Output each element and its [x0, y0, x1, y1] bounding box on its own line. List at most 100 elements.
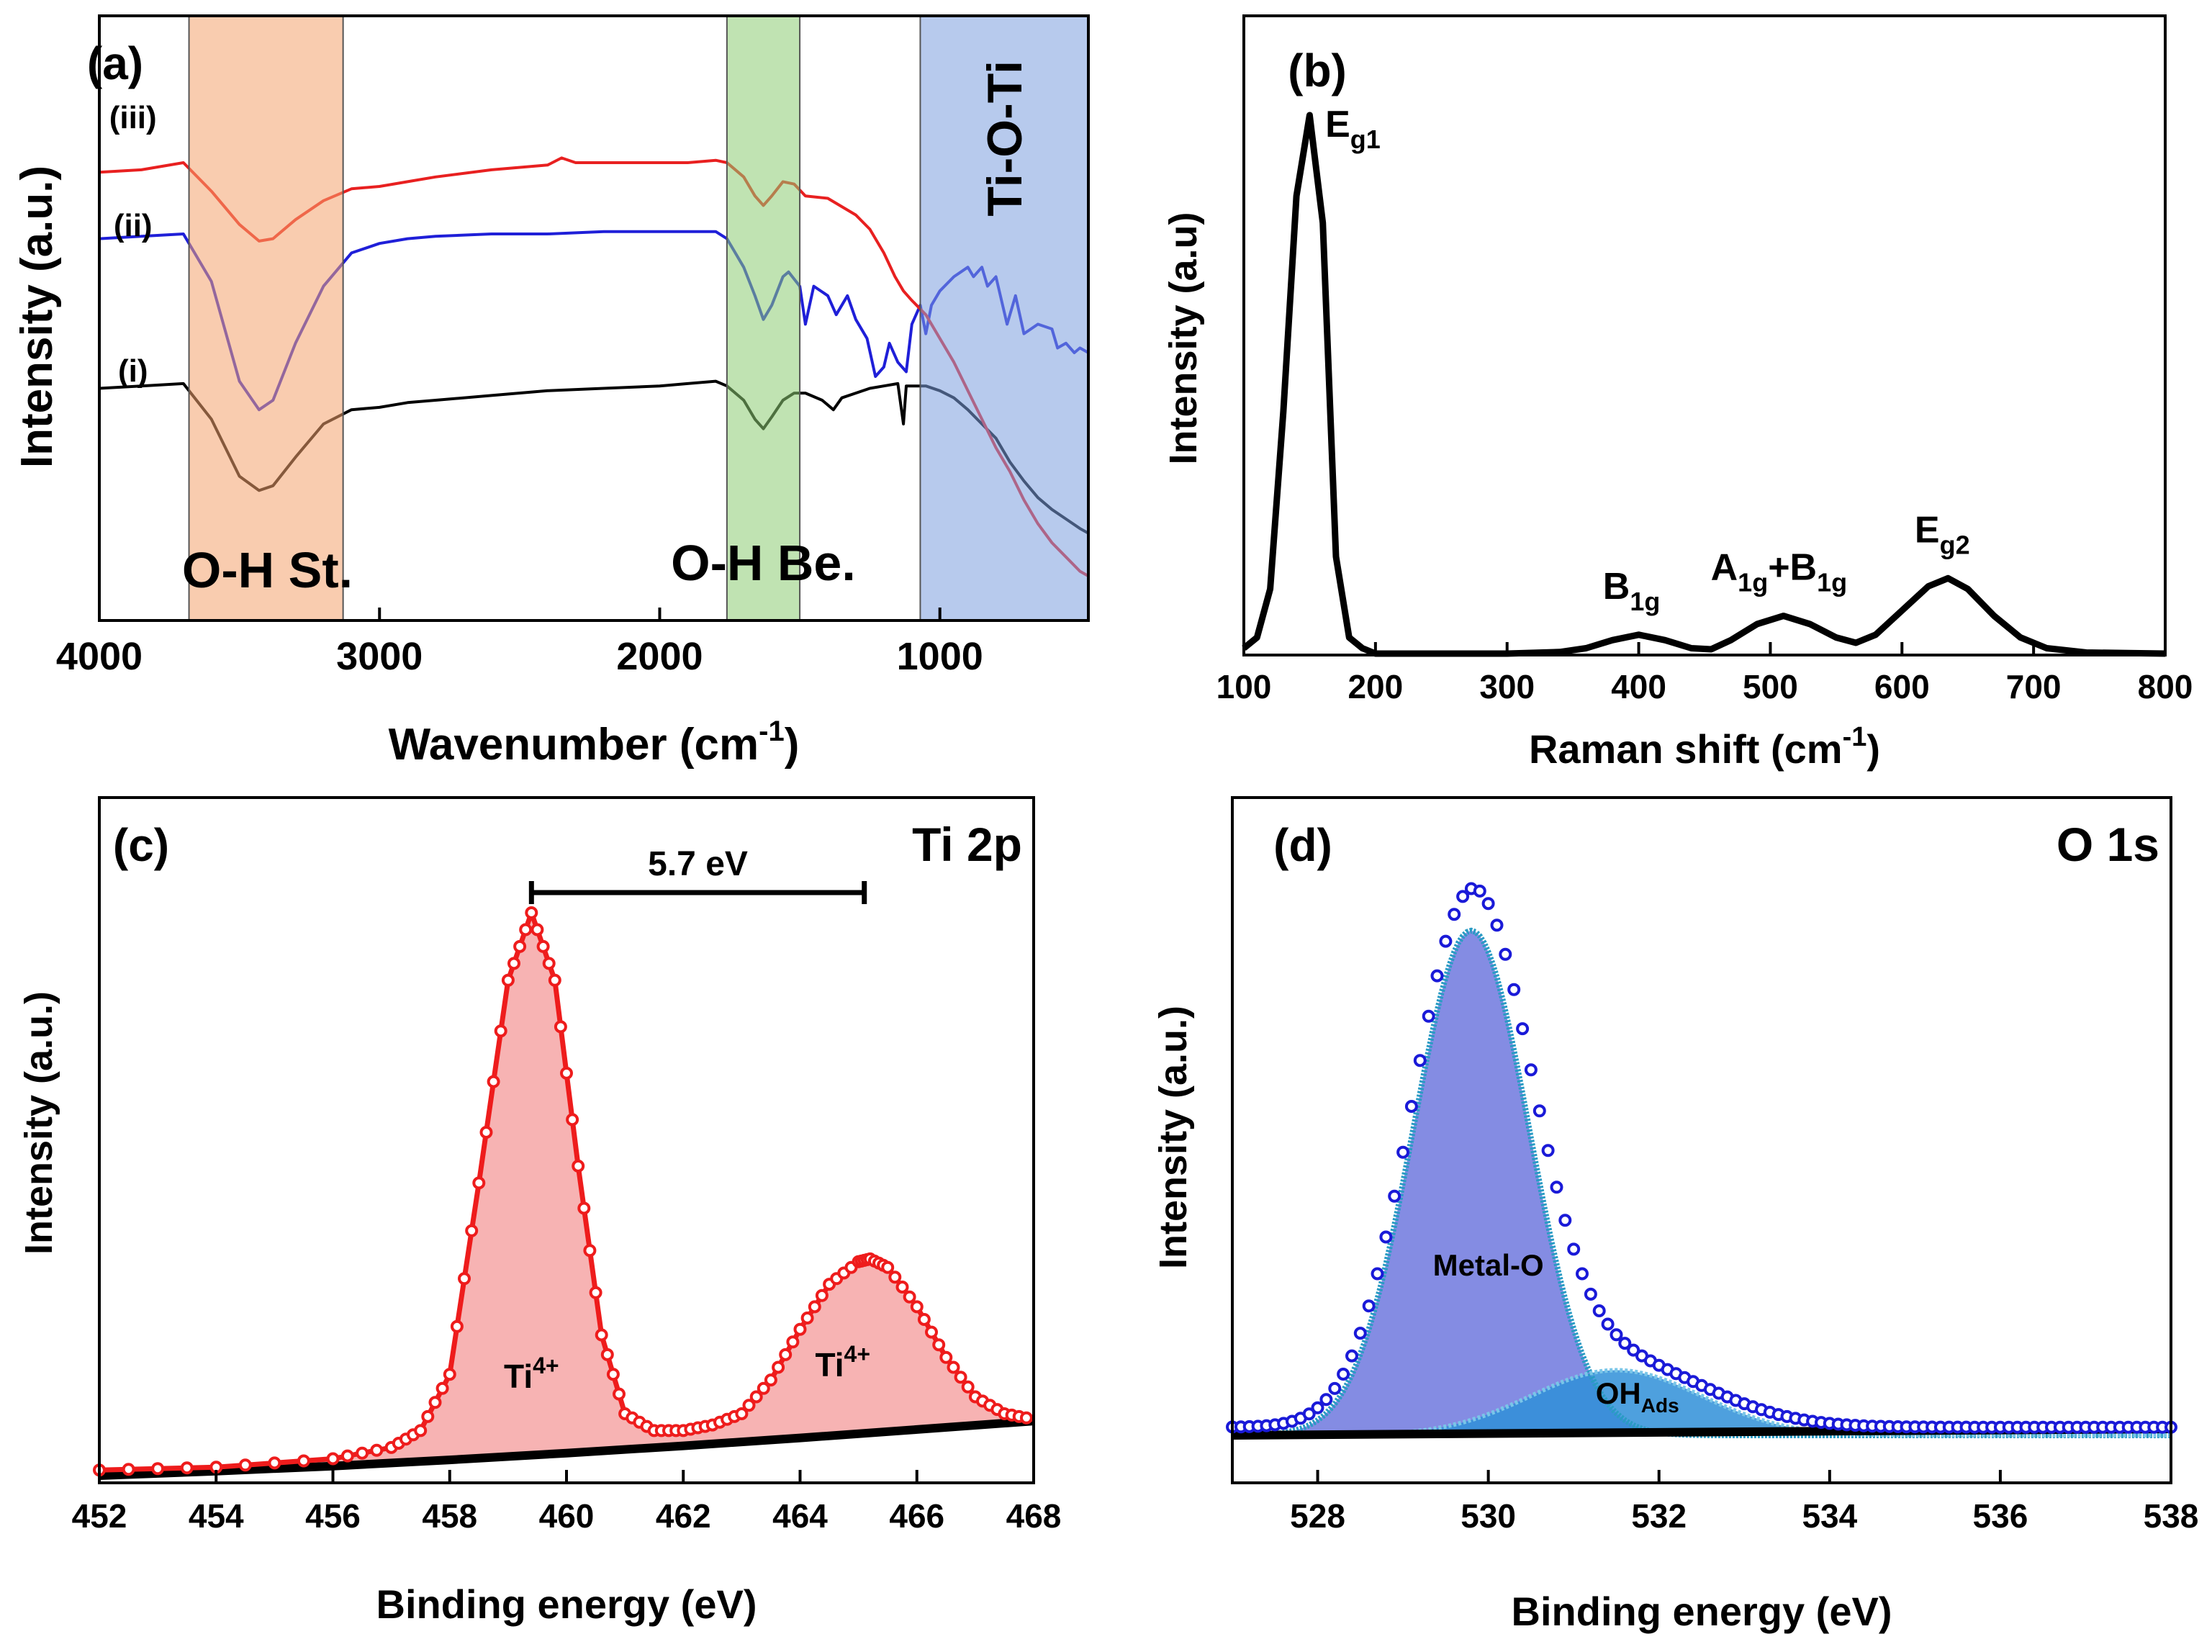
panel-d-xtick-label: 530 [1461, 1497, 1516, 1535]
panel-a-xtick-label: 1000 [897, 635, 983, 678]
region-1 [188, 15, 344, 621]
peak-label-ti4-1: Ti4+ [504, 1353, 559, 1395]
o1s-data-point [1302, 1407, 1316, 1421]
oh-ads-fill [1232, 1370, 2171, 1435]
panel-b-xtick-label: 400 [1611, 668, 1666, 705]
series-label-2: (ii) [114, 208, 153, 243]
panel-c-xtick-label: 460 [539, 1497, 595, 1535]
panel-d-label: (d) [1273, 819, 1332, 871]
o1s-data-point [1550, 1181, 1563, 1194]
ti2p-data-point [180, 1461, 194, 1475]
o1s-data-point [1584, 1287, 1597, 1301]
o1s-data-point [1481, 897, 1495, 911]
panel-c-xtick-label: 452 [72, 1497, 127, 1535]
ti2p-data-point [786, 1335, 800, 1349]
ti2p-data-point [815, 1288, 829, 1302]
ti2p-data-point [572, 1159, 585, 1173]
o1s-data-point [1422, 1009, 1435, 1023]
panel-a-xlabel: Wavenumber (cm-1) [389, 716, 800, 769]
ti2p-data-point [764, 1373, 777, 1387]
ti2p-data-point [757, 1381, 770, 1395]
panel-a-xtick-label: 3000 [336, 635, 423, 678]
panel-d-xtick-label: 534 [1802, 1497, 1857, 1535]
peak-label-eg2: Eg2 [1915, 509, 1970, 559]
panel-a-label: (a) [87, 37, 143, 89]
ti2p-data-point [1019, 1411, 1033, 1425]
ti2p-data-point [443, 1368, 456, 1381]
ti2p-data-point [370, 1443, 384, 1457]
o1s-data-point [1362, 1299, 1376, 1313]
ti2p-data-point [450, 1319, 464, 1333]
o1s-data-point [1499, 947, 1512, 961]
o1s-data-point [1610, 1328, 1623, 1342]
ti2p-data-point [536, 939, 550, 953]
panel-b-frame [1242, 14, 2167, 656]
ti2p-data-point [566, 1113, 579, 1127]
o1s-data-point [1353, 1327, 1367, 1340]
o1s-data-point [1524, 1063, 1538, 1077]
o1s-data-point [1413, 1054, 1427, 1068]
o1s-data-point [1473, 884, 1486, 898]
metal-o-fill [1232, 930, 2171, 1435]
o1s-data-point [1592, 1304, 1606, 1317]
panel-b-xtick-label: 600 [1874, 668, 1930, 705]
o1s-data-point [1448, 908, 1461, 921]
panel-b-xlabel: Raman shift (cm-1) [1529, 722, 1880, 772]
panel-c-label: (c) [113, 819, 169, 871]
o1s-data-point [1601, 1317, 1615, 1331]
ti2p-data-point [742, 1399, 756, 1412]
ti2p-data-point [479, 1126, 493, 1139]
ti2p-data-point [428, 1396, 442, 1409]
ti2p-data-point [554, 1020, 567, 1034]
region-label-oh-stretch: O-H St. [182, 542, 353, 598]
panel-b-xtick-label: 200 [1347, 668, 1403, 705]
o1s-data-point [1388, 1189, 1401, 1203]
ti2p-data-point [560, 1066, 573, 1080]
panel-a-xtick-label: 4000 [56, 635, 143, 678]
o1s-data-point [1379, 1230, 1393, 1244]
panel-c-ylabel: Intensity (a.u.) [17, 991, 60, 1255]
panel-c-title: Ti 2p [912, 818, 1022, 871]
panel-b-ylabel: Intensity (a.u) [1162, 212, 1205, 464]
panel-c-xtick-label: 456 [305, 1497, 361, 1535]
panel-b-xtick-label: 700 [2006, 668, 2062, 705]
panel-d-frame [1231, 796, 2172, 1484]
o1s-data-point [1567, 1242, 1581, 1256]
o1s-data-point [1490, 918, 1504, 932]
o1s-data-point [1456, 890, 1470, 903]
o1s-data-point [1516, 1022, 1530, 1036]
o1s-data-point [1532, 1104, 1546, 1118]
region-3 [919, 15, 1090, 621]
region-label-ti-o-ti: Ti-O-Ti [978, 60, 1032, 217]
panel-c: 5.7 eV Ti4+ Ti4+ 452 454 456 458 460 462 464 466 46… [17, 796, 1061, 1627]
ti2p-data-point [435, 1381, 449, 1395]
o1s-data-point [1404, 1100, 1418, 1113]
region-label-oh-bend: O-H Be. [671, 535, 856, 591]
panel-d-xtick-label: 538 [2144, 1497, 2199, 1535]
peak-label-a1g-b1g: A1g+B1g [1711, 547, 1848, 597]
o1s-data-point [1311, 1401, 1324, 1414]
ti2p-data-point [772, 1360, 785, 1374]
o1s-data-point [1328, 1381, 1342, 1395]
panel-d-ylabel: Intensity (a.u.) [1152, 1006, 1195, 1269]
panel-b-label: (b) [1288, 45, 1347, 96]
ti2p-background-line [99, 1417, 1034, 1480]
ti2p-data-point [519, 923, 533, 936]
ti2p-data-point [881, 1260, 895, 1274]
ti2p-data-point [583, 1244, 597, 1258]
ti2p-data-point [340, 1449, 354, 1463]
panel-d-xtick-label: 532 [1631, 1497, 1687, 1535]
ti2p-data-point [122, 1463, 135, 1476]
series-label-1: (i) [118, 353, 148, 389]
o1s-data-point [1507, 983, 1521, 996]
ti2p-data-point [606, 1368, 620, 1381]
panel-d-xlabel: Binding energy (eV) [1512, 1589, 1892, 1634]
o1s-data-point [1541, 1144, 1555, 1157]
o1s-data-point [1396, 1145, 1410, 1159]
series-label-3: (iii) [109, 100, 157, 135]
o1s-data-point [1345, 1349, 1358, 1363]
o1s-data-point [1337, 1368, 1350, 1381]
ti2p-data-point [954, 1371, 967, 1384]
ti2p-data-point [472, 1176, 486, 1190]
